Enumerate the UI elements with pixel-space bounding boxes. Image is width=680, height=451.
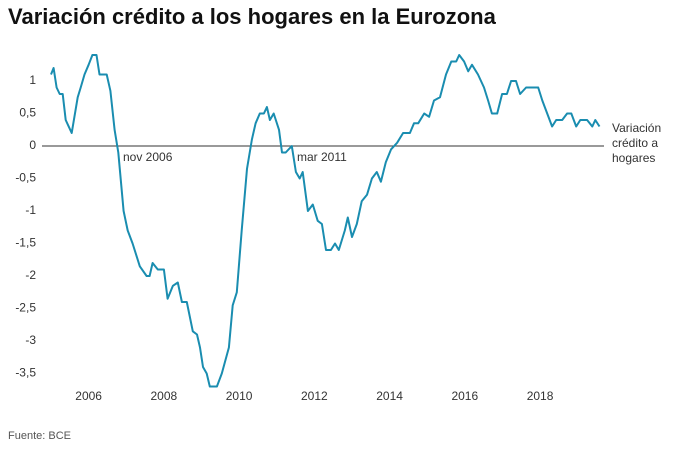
- x-tick-label: 2010: [226, 389, 253, 403]
- y-tick-label: -3: [25, 333, 36, 347]
- series-line: [50, 54, 601, 388]
- y-tick-label: -1: [25, 203, 36, 217]
- y-tick-label: 1: [29, 73, 36, 87]
- source: Fuente: BCE: [8, 430, 71, 442]
- y-tick-label: -0,5: [15, 171, 36, 185]
- y-tick-label: 0: [29, 138, 36, 152]
- y-tick-label: -2: [25, 268, 36, 282]
- y-tick-label: -1,5: [15, 236, 36, 250]
- series-label: Variación crédito a hogares: [612, 121, 662, 165]
- annotation: mar 2011: [297, 150, 347, 164]
- y-tick-label: -2,5: [15, 301, 36, 315]
- chart-title: Variación crédito a los hogares en la Eu…: [8, 4, 496, 29]
- x-tick-label: 2012: [301, 389, 328, 403]
- y-tick-label: -3,5: [15, 366, 36, 380]
- annotation: nov 2006: [123, 150, 173, 164]
- x-tick-label: 2006: [75, 389, 102, 403]
- x-tick-label: 2014: [376, 389, 403, 403]
- x-tick-label: 2016: [451, 389, 478, 403]
- x-tick-label: 2008: [151, 389, 178, 403]
- x-tick-label: 2018: [527, 389, 554, 403]
- y-tick-label: 0,5: [19, 106, 36, 120]
